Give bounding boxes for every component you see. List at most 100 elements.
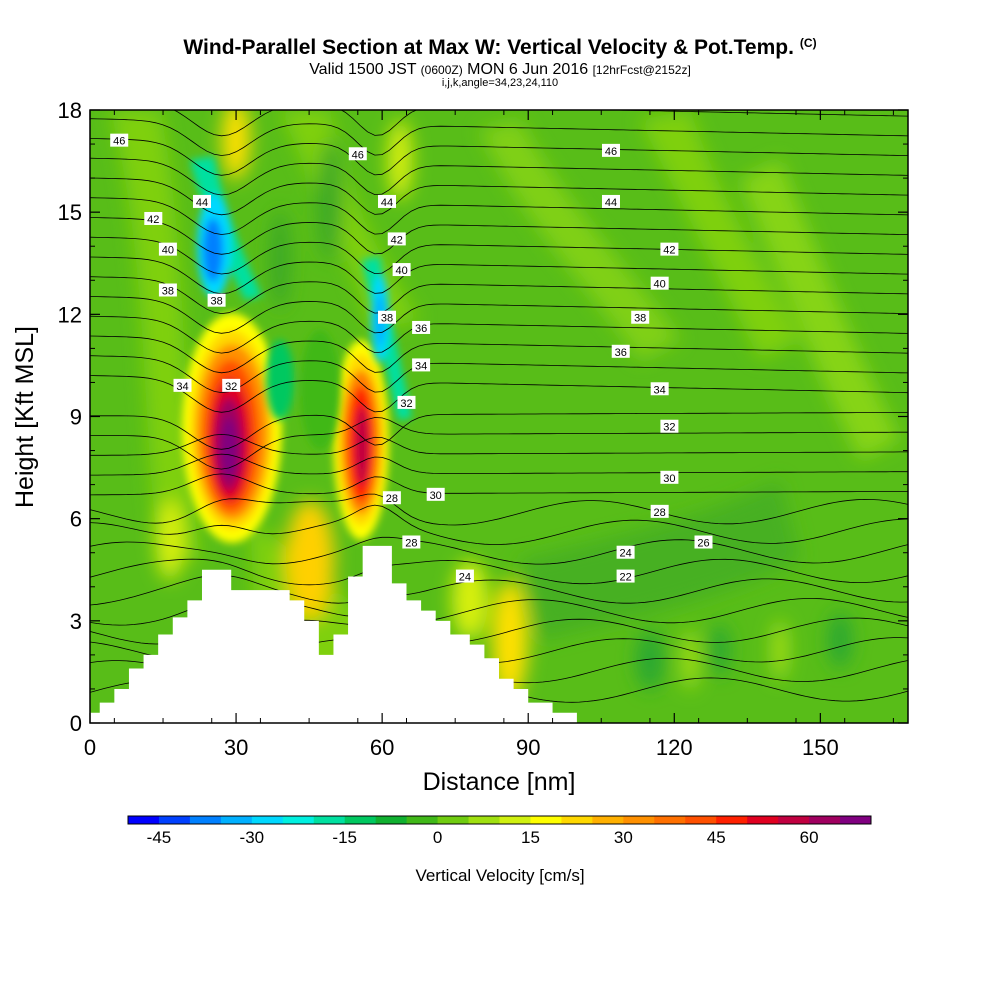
isentrope-label: 34	[173, 378, 192, 393]
colorbar-swatch	[685, 816, 717, 824]
isentrope-line	[90, 536, 908, 565]
isentrope-label-text: 28	[386, 493, 398, 505]
isentrope-line	[90, 473, 908, 496]
colorbar-tick-label: -15	[332, 828, 357, 847]
y-tick-label: 6	[70, 507, 82, 532]
isentrope-label: 30	[660, 470, 679, 485]
isentrope-label: 38	[207, 293, 226, 308]
isentrope-line	[90, 493, 908, 526]
isentrope-label: 42	[387, 232, 406, 246]
colorbar-swatch	[778, 816, 810, 824]
colorbar-swatch	[375, 816, 408, 824]
isentrope-line	[90, 296, 908, 334]
isentrope-label: 26	[694, 535, 713, 550]
isentrope-label-text: 34	[654, 384, 666, 396]
valid-time: Valid 1500 JST	[309, 61, 417, 78]
isentrope-label: 42	[144, 211, 163, 226]
utc-time: (0600Z)	[420, 63, 463, 77]
isentrope-label: 38	[378, 310, 397, 325]
colorbar-swatch	[747, 816, 779, 824]
isentrope-label-text: 30	[663, 473, 675, 485]
colorbar-tick-label: 45	[707, 828, 726, 847]
isentrope-label-text: 42	[147, 214, 159, 226]
isentrope-label-text: 30	[430, 490, 442, 502]
isentrope-label-text: 44	[196, 197, 208, 209]
colorbar-tick-label: 15	[521, 828, 540, 847]
isentrope-label-text: 36	[615, 347, 627, 359]
plot-area: 46 44 42 40 38 38 34 32 46 44 42 40 38 36 34 32 28 30 28 24…	[90, 110, 908, 723]
isentrope-label: 44	[378, 194, 397, 209]
x-tick-label: 150	[802, 735, 839, 760]
isentrope-label-text: 42	[391, 234, 403, 246]
colorbar-frame	[127, 815, 872, 825]
isentrope-label-text: 46	[605, 146, 617, 158]
colorbar-swatch	[592, 816, 624, 824]
isentrope-label: 40	[392, 263, 411, 277]
isentrope-label: 34	[412, 358, 431, 372]
isentrope-label-text: 38	[210, 296, 222, 308]
isentrope-label: 40	[158, 242, 177, 257]
isentrope-label: 32	[660, 419, 679, 434]
isentrope-line	[90, 412, 908, 450]
isentrope-line	[90, 157, 908, 196]
downdraft-cores	[190, 156, 412, 450]
isentrope-label-text: 40	[654, 279, 666, 291]
forecast-info: [12hrFcst@2152z]	[592, 63, 691, 77]
isentrope-label: 24	[616, 545, 635, 560]
section-indices: i,j,k,angle=34,23,24,110	[441, 77, 559, 89]
colorbar-swatch	[158, 816, 191, 824]
isentrope-label: 42	[660, 242, 679, 257]
colorbar-tick-label: 0	[433, 828, 442, 847]
isentrope-label-text: 44	[605, 197, 617, 209]
isentrope-label: 24	[455, 569, 474, 584]
isentrope-label: 34	[650, 382, 669, 396]
isentrope-line	[90, 236, 908, 275]
colorbar-swatch	[716, 816, 748, 824]
colorbar-title: Vertical Velocity [cm/s]	[415, 866, 584, 885]
colorbar-tick-label: -45	[147, 828, 172, 847]
x-tick-label: 30	[224, 735, 248, 760]
y-tick-label: 12	[58, 302, 82, 327]
isentrope-label: 38	[158, 283, 177, 297]
isentrope-label: 46	[601, 143, 620, 158]
x-axis-title: Distance [nm]	[423, 768, 576, 796]
isentrope-line	[90, 276, 908, 315]
isentrope-line	[90, 355, 908, 394]
x-tick-label: 0	[84, 735, 96, 760]
isentrope-line	[90, 315, 908, 354]
isentrope-line	[90, 256, 908, 295]
colorbar-swatch	[313, 816, 346, 824]
x-tick-label: 90	[516, 735, 540, 760]
x-axis: 0 30 60 90 120 150	[84, 110, 894, 760]
isentrope-line	[90, 375, 908, 413]
y-axis-title: Height [Kft MSL]	[11, 326, 39, 508]
terrain-mask	[90, 545, 908, 723]
isentrope-label: 22	[616, 569, 635, 584]
isentrope-label-text: 34	[176, 381, 188, 393]
isentrope-label: 44	[601, 194, 620, 209]
chart-subtitle: Valid 1500 JST (0600Z) MON 6 Jun 2016 [1…	[0, 61, 1000, 79]
isentrope-line	[90, 504, 908, 545]
y-tick-label: 3	[70, 609, 82, 634]
isentrope-label: 38	[631, 310, 650, 325]
colorbar-swatch	[809, 816, 841, 824]
isentrope-label-text: 26	[697, 538, 709, 550]
x-tick-label: 60	[370, 735, 394, 760]
colorbar-swatch	[406, 816, 439, 824]
isentrope-label-text: 34	[415, 360, 427, 372]
isentrope-label-text: 46	[352, 149, 364, 161]
isentrope-line	[173, 110, 908, 137]
title-text: Wind-Parallel Section at Max W: Vertical…	[183, 36, 794, 59]
colorbar-swatch	[840, 816, 872, 824]
isentrope-line	[90, 558, 908, 586]
isentrope-label-text: 28	[405, 538, 417, 550]
colorbar-swatch	[468, 816, 500, 824]
copyright-mark: (C)	[799, 36, 817, 50]
isentrope-label-text: 40	[162, 245, 174, 257]
isentrope-line	[90, 197, 908, 235]
isentrope-label-text: 28	[654, 507, 666, 519]
y-tick-label: 0	[70, 711, 82, 736]
colorbar-swatch	[623, 816, 655, 824]
isentrope-label-text: 42	[663, 245, 675, 257]
isentrope-label-text: 24	[459, 572, 471, 584]
